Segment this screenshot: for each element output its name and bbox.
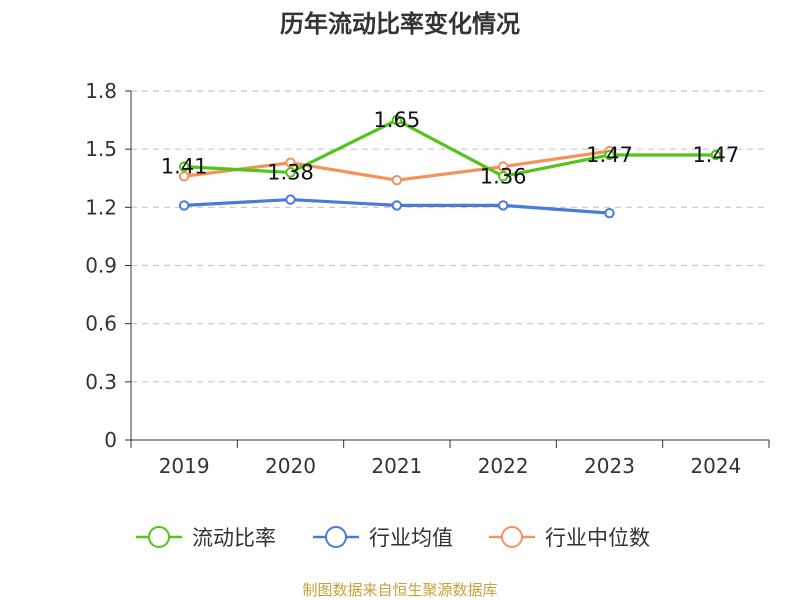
data-point[interactable]	[391, 200, 403, 211]
data-point[interactable]	[285, 194, 296, 205]
data-point[interactable]	[178, 161, 190, 172]
y-tick-label: 1.5	[85, 137, 117, 161]
data-point[interactable]	[178, 200, 190, 211]
data-point[interactable]	[497, 161, 509, 172]
chart-title: 历年流动比率变化情况	[280, 10, 520, 38]
data-point[interactable]	[285, 157, 296, 168]
legend-marker	[325, 526, 347, 548]
data-label: 1.47	[692, 143, 739, 167]
y-tick-label: 0.6	[85, 312, 117, 336]
axes: 0 0.3 0.6 0.9 1.2 1.5 1.8 2019 2020 2021 2022 2023 2…	[85, 79, 770, 478]
grid-lines	[131, 90, 769, 383]
data-point[interactable]	[391, 114, 403, 126]
y-tick-label: 0	[104, 428, 117, 452]
legend-label: 行业均值	[369, 526, 453, 550]
data-label: 1.47	[586, 143, 633, 167]
y-tick-label: 1.8	[85, 79, 117, 103]
legend-marker	[501, 526, 523, 548]
data-point[interactable]	[285, 167, 296, 178]
y-tick-label: 0.9	[85, 254, 117, 278]
legend-label: 流动比率	[192, 526, 276, 550]
data-label: 1.36	[480, 164, 527, 188]
legend-item[interactable]: 流动比率	[136, 526, 276, 550]
data-point[interactable]	[178, 171, 190, 182]
series-lines	[178, 114, 722, 219]
y-tick-label: 1.2	[85, 195, 117, 219]
legend-label: 行业中位数	[545, 526, 650, 550]
source-note: 制图数据来自恒生聚源数据库	[302, 581, 498, 599]
data-point[interactable]	[710, 149, 722, 161]
x-tick-label: 2019	[159, 454, 210, 478]
data-label: 1.65	[373, 108, 420, 132]
data-point[interactable]	[497, 200, 509, 211]
series-line	[184, 118, 716, 178]
legend-item[interactable]: 行业中位数	[489, 526, 650, 550]
legend-item[interactable]: 行业均值	[313, 526, 453, 550]
data-point[interactable]	[604, 207, 615, 219]
data-point[interactable]	[604, 149, 615, 161]
x-tick-label: 2021	[371, 454, 422, 478]
data-point[interactable]	[391, 174, 403, 186]
x-tick-label: 2023	[584, 454, 635, 478]
x-tick-label: 2024	[690, 454, 741, 478]
data-label: 1.38	[267, 160, 314, 184]
legend-marker	[148, 526, 170, 548]
x-tick-label: 2020	[265, 454, 316, 478]
x-tick-label: 2022	[478, 454, 529, 478]
data-point[interactable]	[497, 171, 509, 182]
y-tick-label: 0.3	[85, 370, 117, 394]
data-labels: 1.41 1.38 1.65 1.36 1.47 1.47	[161, 108, 739, 188]
data-label: 1.41	[161, 155, 208, 179]
legend[interactable]: 流动比率 行业均值 行业中位数	[136, 526, 650, 550]
